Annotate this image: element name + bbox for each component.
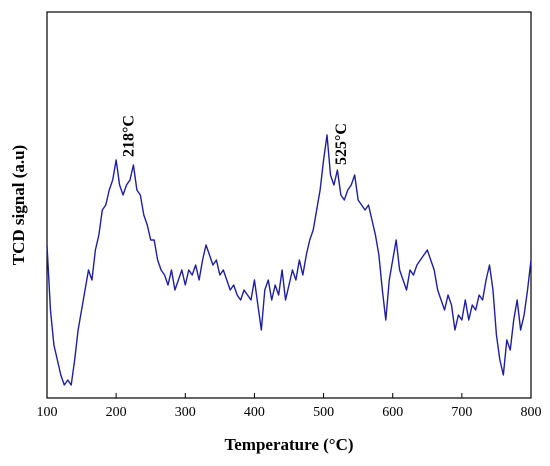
- data-line: [46, 134, 532, 386]
- x-tick-label: 700: [451, 405, 472, 420]
- x-tick-label: 300: [175, 405, 196, 420]
- x-tick-label: 600: [382, 405, 403, 420]
- peak-annotation: 525°C: [333, 123, 350, 165]
- x-tick-label: 500: [313, 405, 334, 420]
- x-tick-label: 200: [106, 405, 127, 420]
- plot-frame: [46, 11, 532, 399]
- y-axis-label: TCD signal (a.u): [9, 145, 28, 265]
- x-axis-label: Temperature (°C): [224, 435, 353, 454]
- x-tick-label: 800: [521, 405, 542, 420]
- x-tick-label: 100: [37, 405, 58, 420]
- peak-annotation: 218°C: [121, 115, 138, 157]
- x-tick-label: 400: [244, 405, 265, 420]
